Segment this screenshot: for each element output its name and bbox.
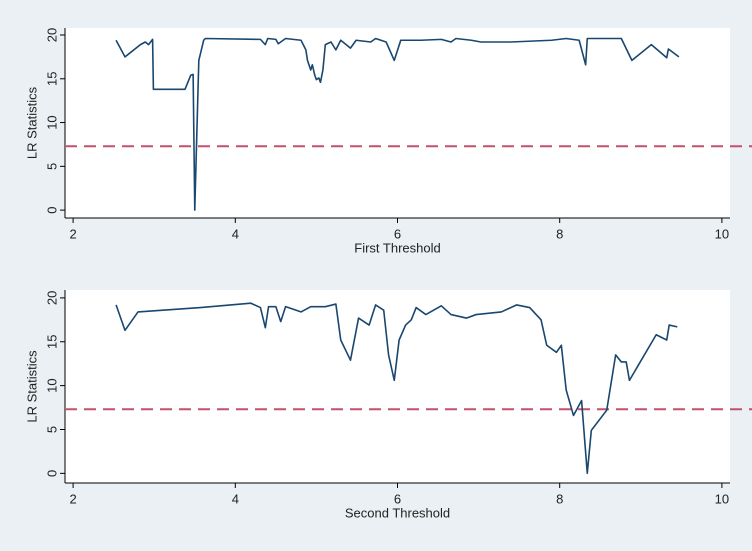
x-tick-label: 2 (69, 491, 76, 506)
x-tick-label: 2 (69, 226, 76, 241)
y-tick-label: 5 (44, 163, 59, 170)
x-tick-label: 6 (394, 491, 401, 506)
y-tick-label: 5 (44, 426, 59, 433)
x-tick-label: 8 (556, 491, 563, 506)
x-tick-label: 6 (394, 226, 401, 241)
y-tick-label: 15 (44, 335, 59, 349)
y-tick-label: 10 (44, 115, 59, 129)
y-tick-label: 10 (44, 378, 59, 392)
series-line (115, 37, 680, 211)
y-tick-label: 15 (44, 72, 59, 86)
y-tick-label: 0 (44, 207, 59, 214)
x-tick-label: 4 (232, 226, 239, 241)
y-tick-label: 20 (44, 28, 59, 42)
x-tick-label: 8 (556, 226, 563, 241)
y-tick-label: 0 (44, 470, 59, 477)
x-axis-label: First Threshold (354, 240, 440, 255)
x-tick-label: 4 (232, 491, 239, 506)
y-axis-label: LR Statistics (24, 350, 39, 423)
plot-area (65, 28, 730, 218)
x-tick-label: 10 (715, 226, 729, 241)
x-tick-label: 10 (715, 491, 729, 506)
series-line (115, 302, 678, 475)
x-axis-label: Second Threshold (345, 505, 450, 520)
plot-area (65, 290, 730, 483)
y-axis-label: LR Statistics (24, 86, 39, 159)
y-tick-label: 20 (44, 291, 59, 305)
